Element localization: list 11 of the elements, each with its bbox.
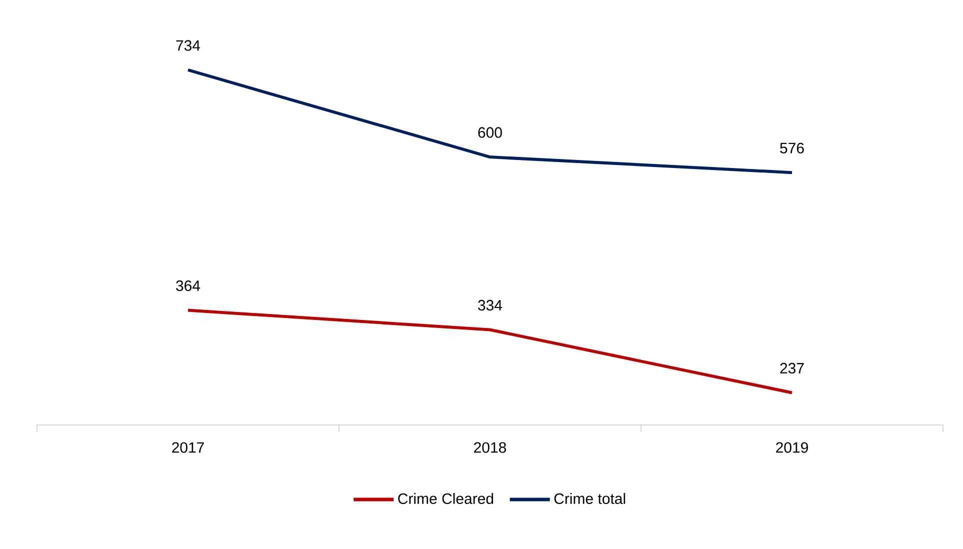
data-label: 734	[176, 40, 200, 51]
x-tick-label: 2017	[172, 442, 204, 453]
x-tick-label: 2019	[776, 442, 808, 453]
legend-label: Crime total	[554, 492, 626, 504]
data-label: 237	[780, 362, 804, 374]
data-label: 600	[478, 127, 502, 138]
legend-label: Crime Cleared	[398, 492, 494, 504]
data-label: 364	[176, 280, 200, 292]
x-tick-label: 2018	[474, 442, 506, 453]
data-label: 334	[478, 300, 502, 311]
data-label: 576	[780, 142, 804, 154]
